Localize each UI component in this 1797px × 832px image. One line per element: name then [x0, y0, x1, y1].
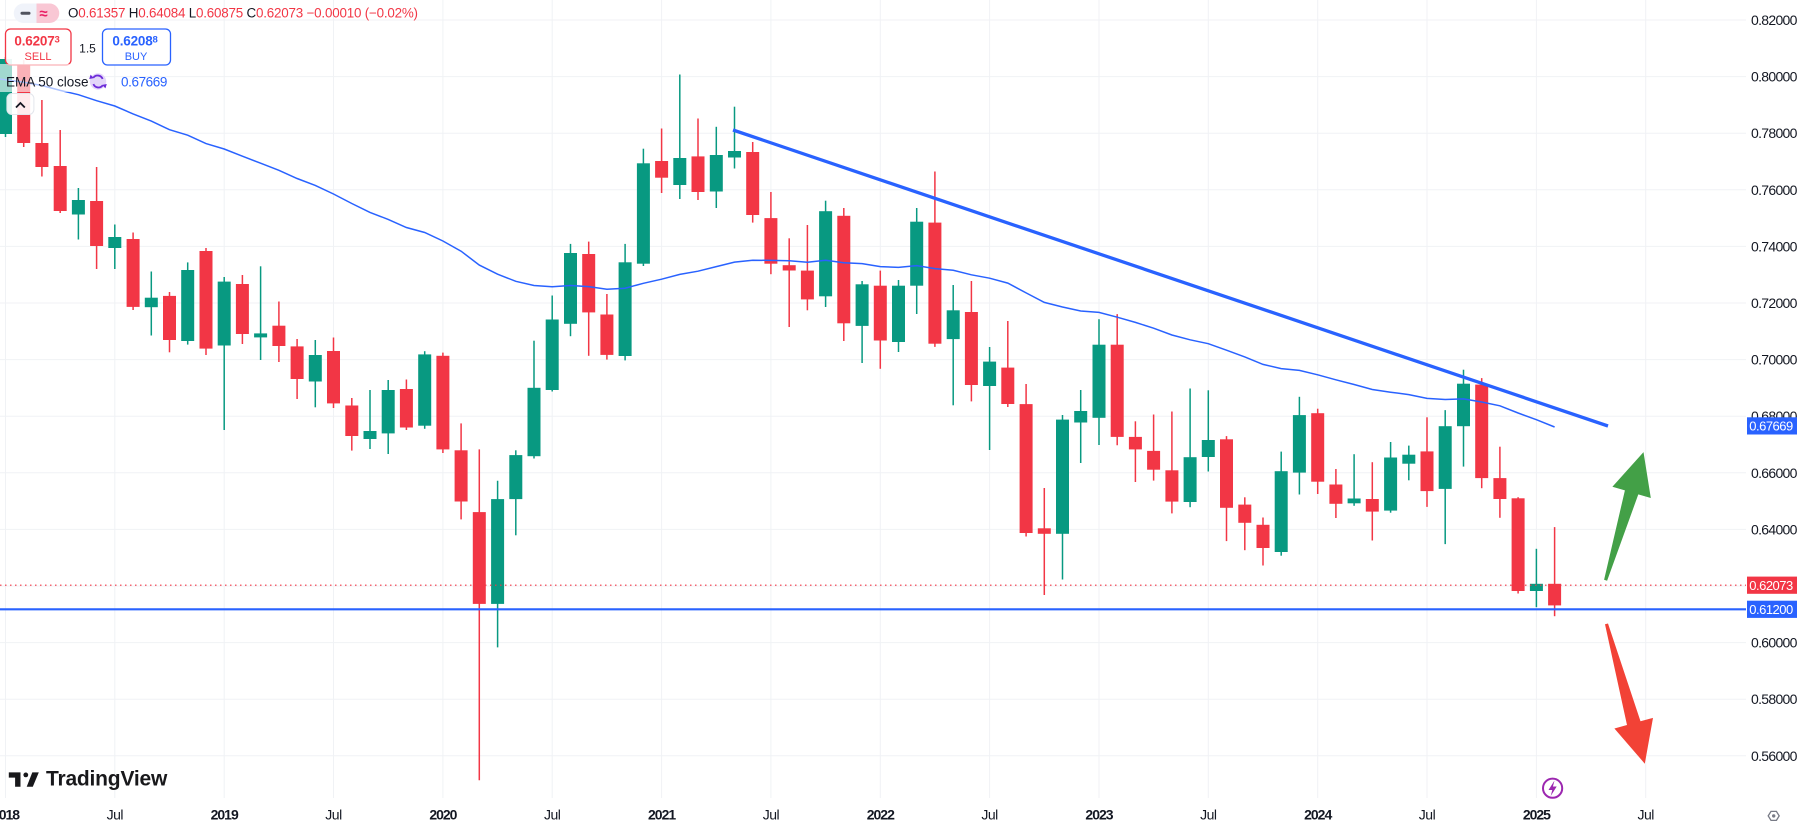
svg-text:1.5: 1.5 [79, 42, 96, 56]
svg-text:0.67669: 0.67669 [1749, 419, 1793, 434]
svg-text:2018: 2018 [0, 807, 20, 823]
svg-text:0.74000: 0.74000 [1751, 238, 1797, 254]
svg-text:Jul: Jul [107, 807, 124, 823]
svg-text:0.67669: 0.67669 [121, 75, 167, 90]
svg-text:0.76000: 0.76000 [1751, 182, 1797, 198]
svg-text:0.61200: 0.61200 [1749, 602, 1793, 617]
svg-text:0.66000: 0.66000 [1751, 465, 1797, 481]
svg-text:2019: 2019 [211, 807, 239, 823]
svg-text:0.56000: 0.56000 [1751, 748, 1797, 764]
svg-text:2020: 2020 [429, 807, 457, 823]
svg-text:0.64000: 0.64000 [1751, 521, 1797, 537]
svg-text:TradingView: TradingView [46, 768, 168, 791]
svg-text:0.58000: 0.58000 [1751, 691, 1797, 707]
svg-text:Jul: Jul [1637, 807, 1654, 823]
svg-text:Jul: Jul [544, 807, 561, 823]
svg-text:2022: 2022 [867, 807, 895, 823]
svg-text:Jul: Jul [1200, 807, 1217, 823]
svg-text:0.60000: 0.60000 [1751, 635, 1797, 651]
svg-text:O0.61357 H0.64084 L0.60875 C0.: O0.61357 H0.64084 L0.60875 C0.62073 −0.0… [68, 6, 418, 21]
svg-text:Jul: Jul [981, 807, 998, 823]
svg-text:Jul: Jul [1419, 807, 1436, 823]
svg-text:Jul: Jul [325, 807, 342, 823]
svg-text:SELL: SELL [25, 51, 52, 63]
svg-text:0.62088: 0.62088 [112, 34, 157, 49]
svg-text:0.82000: 0.82000 [1751, 12, 1797, 28]
svg-text:0.62073: 0.62073 [1749, 578, 1793, 593]
svg-text:0.78000: 0.78000 [1751, 125, 1797, 141]
svg-text:2023: 2023 [1085, 807, 1113, 823]
svg-text:2024: 2024 [1304, 807, 1332, 823]
svg-text:2021: 2021 [648, 807, 676, 823]
svg-text:0.70000: 0.70000 [1751, 352, 1797, 368]
svg-text:EMA 50 close: EMA 50 close [6, 75, 89, 90]
svg-text:Jul: Jul [763, 807, 780, 823]
svg-text:0.80000: 0.80000 [1751, 69, 1797, 85]
svg-text:BUY: BUY [125, 51, 148, 63]
svg-text:≈: ≈ [39, 6, 47, 23]
svg-text:0.72000: 0.72000 [1751, 295, 1797, 311]
svg-text:0.62073: 0.62073 [14, 34, 59, 49]
svg-text:2025: 2025 [1523, 807, 1551, 823]
